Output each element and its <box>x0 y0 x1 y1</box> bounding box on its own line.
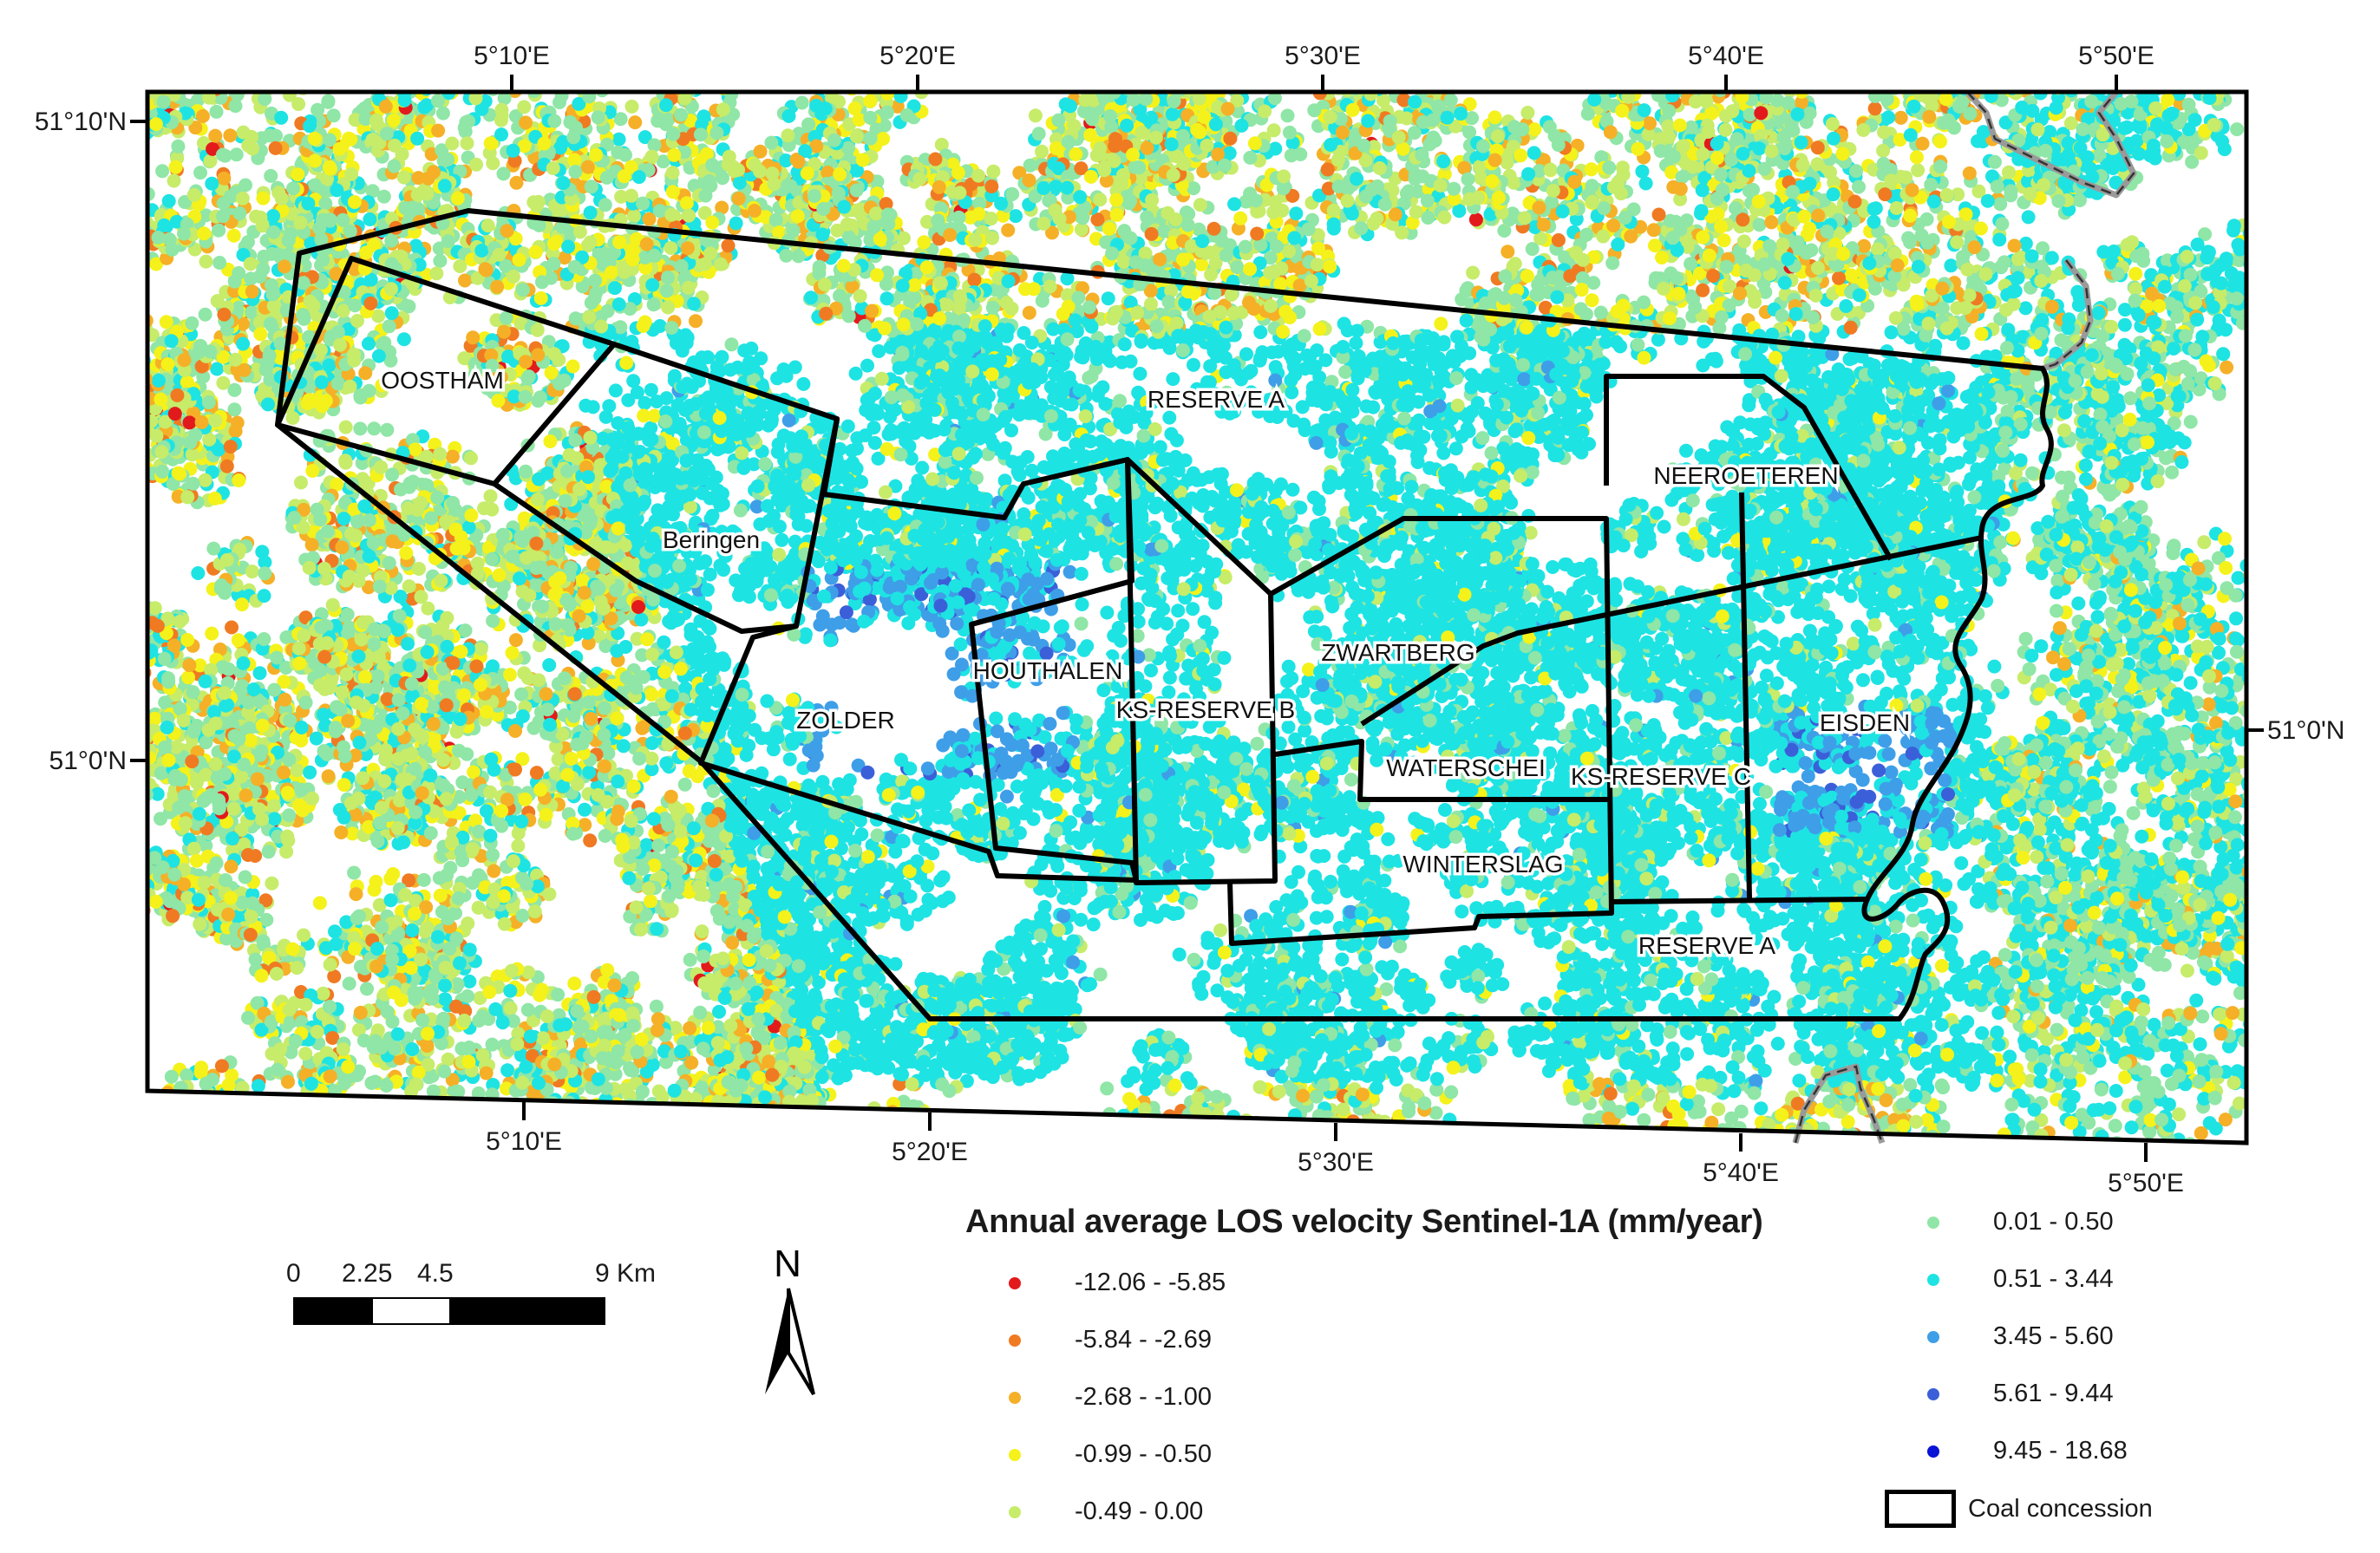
legend-item: -2.68 - -1.00 <box>1009 1383 1212 1412</box>
scale-tick-4-5: 4.5 <box>417 1259 454 1289</box>
legend-swatch <box>1009 1276 1021 1289</box>
concession-label: ZOLDER <box>796 707 895 734</box>
scale-tick-2-25: 2.25 <box>342 1259 392 1289</box>
legend-item: -12.06 - -5.85 <box>1009 1269 1226 1297</box>
longitude-label-bottom: 5°20'E <box>892 1138 968 1166</box>
longitude-label-bottom: 5°30'E <box>1298 1148 1374 1177</box>
legend-item-coal-concession: Coal concession <box>1885 1490 2153 1528</box>
concession-zwartberg-divider <box>1360 535 1983 727</box>
axis-ticks <box>130 75 2264 1162</box>
latitude-label-right: 51°0'N <box>2267 716 2344 745</box>
legend-label: -0.99 - -0.50 <box>1075 1440 1212 1469</box>
legend-label: 0.51 - 3.44 <box>1993 1265 2114 1294</box>
concession-label: NEEROETEREN <box>1653 462 1838 489</box>
legend-label: 3.45 - 5.60 <box>1993 1322 2114 1351</box>
legend-item: -5.84 - -2.69 <box>1009 1326 1212 1354</box>
concession-label: ZWARTBERG <box>1321 639 1474 666</box>
legend-item: -0.49 - 0.00 <box>1009 1498 1203 1526</box>
legend-item: -0.99 - -0.50 <box>1009 1440 1212 1469</box>
concession-label: WATERSCHEI <box>1386 754 1546 781</box>
scale-tick-0: 0 <box>286 1259 301 1289</box>
legend-label: 0.01 - 0.50 <box>1993 1208 2114 1237</box>
legend-swatch <box>1009 1391 1021 1404</box>
scale-segment-3 <box>449 1297 605 1325</box>
concession-bottom-divider <box>1611 897 1870 904</box>
longitude-label-top: 5°20'E <box>879 42 956 70</box>
country-border-dash <box>1794 91 2135 1144</box>
legend-swatch <box>1927 1387 1939 1400</box>
concession-outer-boundary <box>275 208 2054 1021</box>
concession-ks-reserve-c <box>1739 492 1752 899</box>
concession-label: KS-RESERVE C <box>1571 763 1751 790</box>
concession-beringen <box>493 342 840 634</box>
legend-item: 0.01 - 0.50 <box>1927 1208 2114 1237</box>
legend-swatch <box>1927 1216 1939 1229</box>
legend-item: 0.51 - 3.44 <box>1927 1265 2114 1294</box>
concession-label: HOUTHALEN <box>973 657 1123 684</box>
legend-swatch <box>1927 1273 1939 1286</box>
longitude-label-top: 5°10'E <box>474 42 550 70</box>
concession-label: EISDEN <box>1820 709 1910 736</box>
velocity-points-layer <box>147 92 2246 1143</box>
concession-label: Beringen <box>663 526 760 553</box>
concession-label: RESERVE A <box>1148 386 1285 413</box>
coal-concession-swatch <box>1885 1490 1956 1528</box>
concession-label: RESERVE A <box>1638 932 1776 959</box>
legend-swatch <box>1009 1505 1021 1518</box>
legend-swatch <box>1927 1330 1939 1343</box>
concession-labels: OOSTHAM Beringen RESERVE A ZOLDER HOUTHALEN K… <box>378 364 1913 962</box>
concession-zolder <box>698 418 1139 883</box>
map-frame <box>145 89 2249 1145</box>
longitude-label-top: 5°50'E <box>2078 42 2154 70</box>
scale-segment-2 <box>371 1297 451 1325</box>
concession-neeroeteren <box>1604 374 1893 561</box>
legend-label: -12.06 - -5.85 <box>1075 1269 1226 1297</box>
legend-label: -0.49 - 0.00 <box>1075 1498 1203 1526</box>
scale-segment-1 <box>293 1297 373 1325</box>
concession-waterschei <box>1274 739 1609 802</box>
scale-tick-9-km: 9 Km <box>595 1259 656 1289</box>
legend-item: 5.61 - 9.44 <box>1927 1380 2114 1408</box>
legend-label: Coal concession <box>1968 1495 2153 1524</box>
concession-label: WINTERSLAG <box>1402 851 1563 878</box>
longitude-label-bottom: 5°10'E <box>486 1127 562 1156</box>
longitude-label-top: 5°40'E <box>1688 42 1764 70</box>
legend-label: -5.84 - -2.69 <box>1075 1326 1212 1354</box>
legend-swatch <box>1927 1445 1939 1458</box>
legend-title: Annual average LOS velocity Sentinel-1A … <box>965 1204 1763 1241</box>
north-arrow-icon: N <box>765 1243 815 1396</box>
legend-label: 5.61 - 9.44 <box>1993 1380 2114 1408</box>
coal-concessions <box>275 208 2054 1021</box>
concession-label: KS-RESERVE B <box>1116 696 1295 723</box>
legend-item: 3.45 - 5.60 <box>1927 1322 2114 1351</box>
concession-zwartberg <box>1227 516 1614 946</box>
axis-labels: 5°10'E 5°20'E 5°30'E 5°40'E 5°50'E 5°10'E 5°20… <box>35 42 2345 1197</box>
concession-houthalen <box>971 578 1133 627</box>
longitude-label-bottom: 5°50'E <box>2108 1169 2184 1197</box>
longitude-label-bottom: 5°40'E <box>1703 1158 1779 1187</box>
legend-item: 9.45 - 18.68 <box>1927 1437 2128 1465</box>
latitude-label-left: 51°0'N <box>49 747 127 775</box>
north-arrow: N <box>756 1240 843 1409</box>
longitude-label-top: 5°30'E <box>1285 42 1361 70</box>
legend-label: 9.45 - 18.68 <box>1993 1437 2128 1465</box>
latitude-label-left: 51°10'N <box>35 108 127 136</box>
legend-label: -2.68 - -1.00 <box>1075 1383 1212 1412</box>
concession-label: OOSTHAM <box>381 367 504 394</box>
concession-ks-reserve-b <box>1125 457 1278 885</box>
legend-swatch <box>1009 1448 1021 1461</box>
legend-swatch <box>1009 1334 1021 1347</box>
